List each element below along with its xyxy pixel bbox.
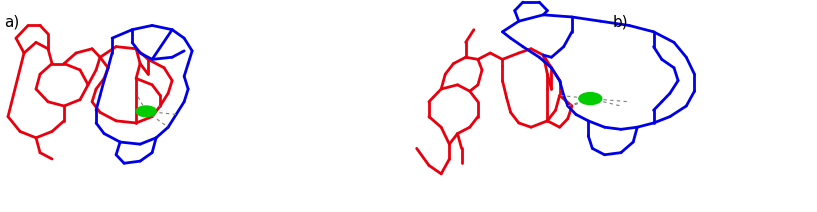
Circle shape [578,93,601,105]
Text: a): a) [4,15,20,30]
Text: b): b) [613,15,628,30]
Circle shape [136,106,156,117]
